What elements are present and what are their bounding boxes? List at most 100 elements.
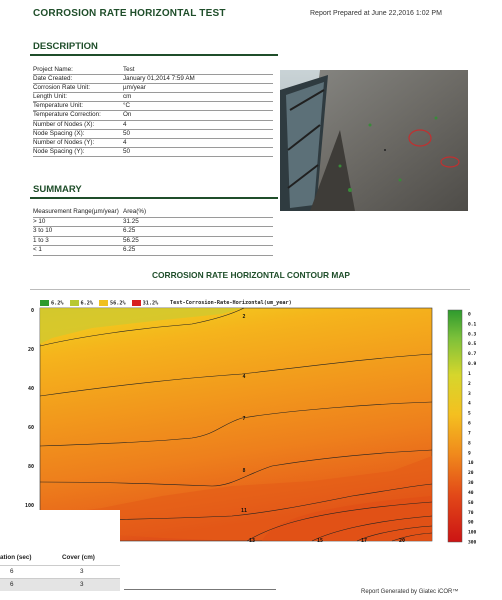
description-key: Temperature Unit:: [33, 102, 84, 110]
description-value: January 01,2014 7:59 AM: [123, 75, 195, 83]
contour-map-title: CORROSION RATE HORIZONTAL CONTOUR MAP: [151, 270, 351, 280]
contour-value-label: 11: [241, 508, 247, 514]
y-tick-label: 0: [31, 308, 34, 314]
description-key: Number of Nodes (Y):: [33, 138, 95, 146]
description-value: cm: [123, 93, 132, 101]
description-key: Project Name:: [33, 66, 73, 73]
site-photo-image: [280, 70, 468, 211]
description-row: Node Spacing (X): 50: [33, 130, 273, 139]
description-key: Temperature Correction:: [33, 111, 101, 119]
legend-swatch: [131, 300, 141, 306]
legend-item: 56.2%: [99, 300, 126, 307]
summary-header-row: Measurement Range(µm/year) Area(%): [33, 208, 273, 218]
contour-line-2: [39, 307, 245, 347]
scale-label: 8: [468, 440, 471, 446]
summary-range: < 1: [33, 246, 42, 254]
y-tick-label: 20: [28, 347, 34, 353]
legend-label: 31.2%: [142, 300, 159, 307]
y-tick-label: 60: [28, 425, 34, 431]
description-value: 50: [123, 129, 131, 137]
scale-label: 0.9: [468, 361, 477, 367]
legend-swatch: [40, 300, 49, 306]
footer-line: [124, 589, 276, 590]
summary-rule: [30, 197, 278, 199]
contour-line-7: [39, 401, 433, 447]
description-row: Number of Nodes (X): 4: [33, 121, 273, 130]
contour-value-label: 2: [242, 314, 245, 320]
contour-value-label: 20: [399, 538, 405, 544]
summary-area: 56.25: [123, 236, 139, 244]
description-row: Temperature Unit: °C: [33, 102, 273, 112]
scale-label: 7: [468, 430, 471, 436]
contour-line-17: [356, 525, 433, 542]
description-value: µm/year: [123, 84, 146, 92]
scale-label: 10: [468, 460, 474, 466]
description-value: °C: [123, 102, 131, 110]
description-table: Project Name: Test Date Created: January 01…: [33, 66, 273, 157]
col-duration: ation (sec): [0, 554, 32, 561]
contour-region-peak: [262, 496, 432, 541]
summary-rows: > 10 31.25 3 to 10 6.25 1 to 3 56.25 < 1 6.25: [33, 218, 273, 256]
description-key: Length Unit:: [33, 93, 67, 101]
contour-value-label: 8: [242, 468, 245, 474]
summary-area: 6.25: [123, 227, 136, 235]
legend-swatch: [69, 300, 79, 306]
scale-label: 6: [468, 421, 471, 427]
description-row: Date Created: January 01,2014 7:59 AM: [33, 75, 273, 85]
scale-label: 30: [468, 480, 474, 486]
measurement-duration: 6: [10, 581, 14, 588]
description-value: 4: [123, 120, 127, 128]
contour-map-subtitle: Test-Corrosion-Rate-Horizontal(um_year): [170, 300, 292, 306]
scale-label: 70: [468, 510, 474, 516]
summary-header-area: Area(%): [123, 208, 147, 215]
report-footer: Report Generated by Giatec iCOR™: [361, 589, 459, 595]
scale-label: 0.3: [468, 331, 477, 337]
description-value: 50: [123, 147, 131, 155]
legend-label: 56.2%: [110, 300, 126, 307]
contour-line-15: [311, 515, 433, 542]
y-tick-label: 100: [25, 503, 34, 509]
contour-label-layer: 2 4 7 8 11 13 15 17 20: [241, 314, 405, 544]
report-prepared-date: Report Prepared at June 22,2016 1:02 PM: [310, 10, 442, 17]
summary-range: > 10: [33, 217, 46, 225]
legend-item: 31.2%: [131, 300, 159, 307]
contour-value-label: 7: [242, 416, 245, 422]
description-row: Number of Nodes (Y): 4: [33, 139, 273, 148]
measurement-duration: 6: [10, 568, 14, 575]
contour-line-11: [39, 483, 433, 522]
scale-label: 4: [468, 401, 471, 407]
contour-line-4: [39, 353, 433, 397]
contour-line-20: [391, 532, 433, 542]
y-tick-label: 40: [28, 386, 34, 392]
contour-line-8: [39, 449, 433, 487]
scale-label: 0.1: [468, 321, 477, 327]
scale-label: 2: [468, 381, 471, 387]
scale-label: 100: [468, 530, 477, 536]
summary-header-range: Measurement Range(µm/year): [33, 208, 119, 215]
summary-row: 1 to 3 56.25: [33, 237, 273, 247]
legend-label: 6.2%: [51, 300, 64, 307]
scale-label: 9: [468, 450, 471, 456]
scale-label: 5: [468, 411, 471, 417]
map-divider: [30, 289, 470, 290]
legend-swatch: [99, 300, 108, 306]
summary-row: > 10 31.25: [33, 218, 273, 228]
y-tick-label: 80: [28, 464, 34, 470]
description-key: Number of Nodes (X):: [33, 120, 95, 128]
measurement-cover: 3: [80, 581, 84, 588]
measurement-table-header: ation (sec) Cover (cm): [0, 551, 120, 565]
contour-value-label: 13: [249, 538, 255, 544]
report-title: CORROSION RATE HORIZONTAL TEST: [33, 8, 226, 19]
color-scale-labels: 0 0.1 0.3 0.5 0.7 0.9 1 2 3 4 5 6 7 8 9 10 20 30 40 50 70 90 1…: [468, 312, 477, 546]
description-heading: DESCRIPTION: [33, 41, 98, 52]
site-photo: [280, 70, 468, 211]
description-value: On: [123, 111, 132, 119]
summary-range: 1 to 3: [33, 236, 49, 244]
summary-range: 3 to 10: [33, 227, 53, 235]
summary-area: 31.25: [123, 217, 139, 225]
scale-label: 0.7: [468, 351, 477, 357]
contour-region-low: [40, 308, 242, 344]
